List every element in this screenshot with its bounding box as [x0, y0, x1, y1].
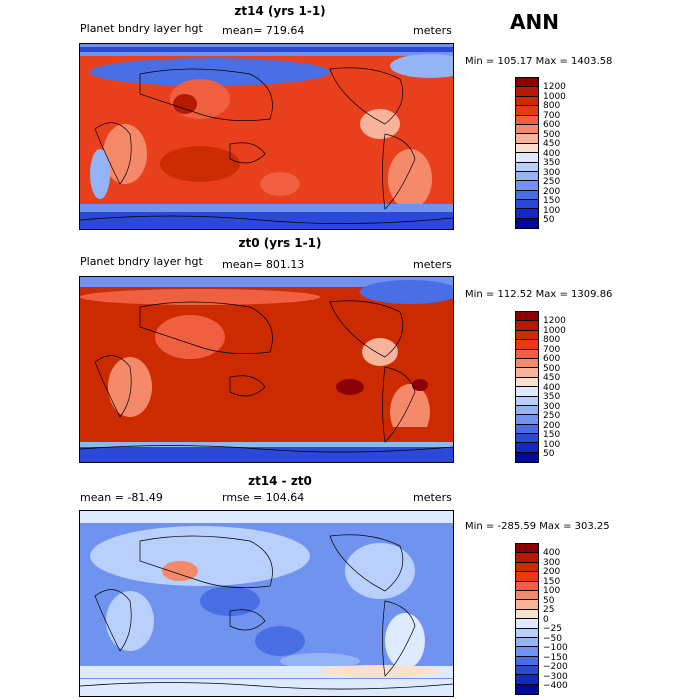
cbar-tick: 700 [543, 110, 561, 121]
cbar-tick: 1000 [543, 325, 566, 336]
cbar-tick: −300 [543, 671, 568, 682]
panel1-colorbar [515, 77, 539, 229]
panel3-colorbar [515, 543, 539, 695]
cbar-tick: 50 [543, 449, 555, 459]
cbar-tick: 100 [543, 586, 561, 596]
panel3-map [79, 510, 454, 697]
cbar-tick: 200 [543, 420, 561, 431]
panel3-rmse: rmse = 104.64 [222, 491, 305, 504]
cbar-tick: 200 [543, 567, 561, 577]
cbar-tick: −100 [543, 643, 568, 653]
cbar-tick: 800 [543, 335, 561, 345]
panel1-title: zt14 (yrs 1-1) [234, 4, 326, 18]
cbar-tick: 150 [543, 430, 561, 440]
cbar-tick: 250 [543, 177, 561, 187]
cbar-tick: 350 [543, 158, 561, 168]
cbar-tick: 200 [543, 186, 561, 197]
season-label: ANN [510, 10, 559, 34]
cbar-tick: 1200 [543, 316, 566, 326]
cbar-tick: 800 [543, 101, 561, 111]
panel1-map [79, 43, 454, 230]
cbar-tick: 1200 [543, 82, 566, 92]
cbar-tick: 0 [543, 614, 549, 625]
panel3-mean: mean = -81.49 [80, 491, 163, 504]
cbar-tick: −200 [543, 662, 568, 672]
cbar-tick: 100 [543, 439, 561, 450]
cbar-tick: 400 [543, 548, 561, 558]
cbar-tick: 300 [543, 557, 561, 568]
cbar-tick: 150 [543, 576, 561, 587]
panel2-mean: mean= 801.13 [222, 258, 305, 271]
panel3-minmax: Min = -285.59 Max = 303.25 [465, 521, 610, 532]
cbar-tick: −150 [543, 652, 568, 663]
cbar-tick: 350 [543, 392, 561, 402]
panel1-units: meters [413, 24, 452, 37]
panel2-colorbar-labels: 1200 1000 800 700 600 500 450 400 350 30… [543, 316, 566, 459]
cbar-tick: 450 [543, 373, 561, 383]
panel1-mean: mean= 719.64 [222, 24, 305, 37]
panel1-minmax: Min = 105.17 Max = 1403.58 [465, 56, 613, 67]
cbar-tick: 50 [543, 595, 555, 606]
panel1-variable-label: Planet bndry layer hgt [80, 22, 203, 35]
cbar-tick: −400 [543, 681, 568, 691]
cbar-tick: 25 [543, 605, 555, 615]
cbar-tick: 250 [543, 411, 561, 421]
panel3-units: meters [413, 491, 452, 504]
panel2-variable-label: Planet bndry layer hgt [80, 255, 203, 268]
panel2-minmax: Min = 112.52 Max = 1309.86 [465, 289, 613, 300]
panel2-colorbar [515, 311, 539, 463]
panel3-colorbar-labels: 400 300 200 150 100 50 25 0 −25 −50 −100… [543, 548, 568, 691]
cbar-tick: 50 [543, 215, 555, 225]
cbar-tick: 150 [543, 196, 561, 206]
cbar-tick: 600 [543, 120, 561, 130]
panel1-colorbar-labels: 1200 1000 800 700 600 500 450 400 350 30… [543, 82, 566, 225]
panel2-title: zt0 (yrs 1-1) [238, 236, 322, 250]
cbar-tick: 500 [543, 129, 561, 140]
cbar-tick: 300 [543, 401, 561, 412]
panel2-units: meters [413, 258, 452, 271]
panel3-title: zt14 - zt0 [248, 474, 312, 488]
cbar-tick: 300 [543, 167, 561, 178]
cbar-tick: 600 [543, 354, 561, 364]
cbar-tick: 1000 [543, 91, 566, 102]
cbar-tick: 400 [543, 148, 561, 159]
cbar-tick: 450 [543, 139, 561, 149]
panel2-map [79, 276, 454, 463]
cbar-tick: −25 [543, 624, 562, 634]
cbar-tick: −50 [543, 633, 562, 644]
cbar-tick: 700 [543, 344, 561, 355]
cbar-tick: 500 [543, 363, 561, 374]
cbar-tick: 100 [543, 205, 561, 216]
cbar-tick: 400 [543, 382, 561, 393]
